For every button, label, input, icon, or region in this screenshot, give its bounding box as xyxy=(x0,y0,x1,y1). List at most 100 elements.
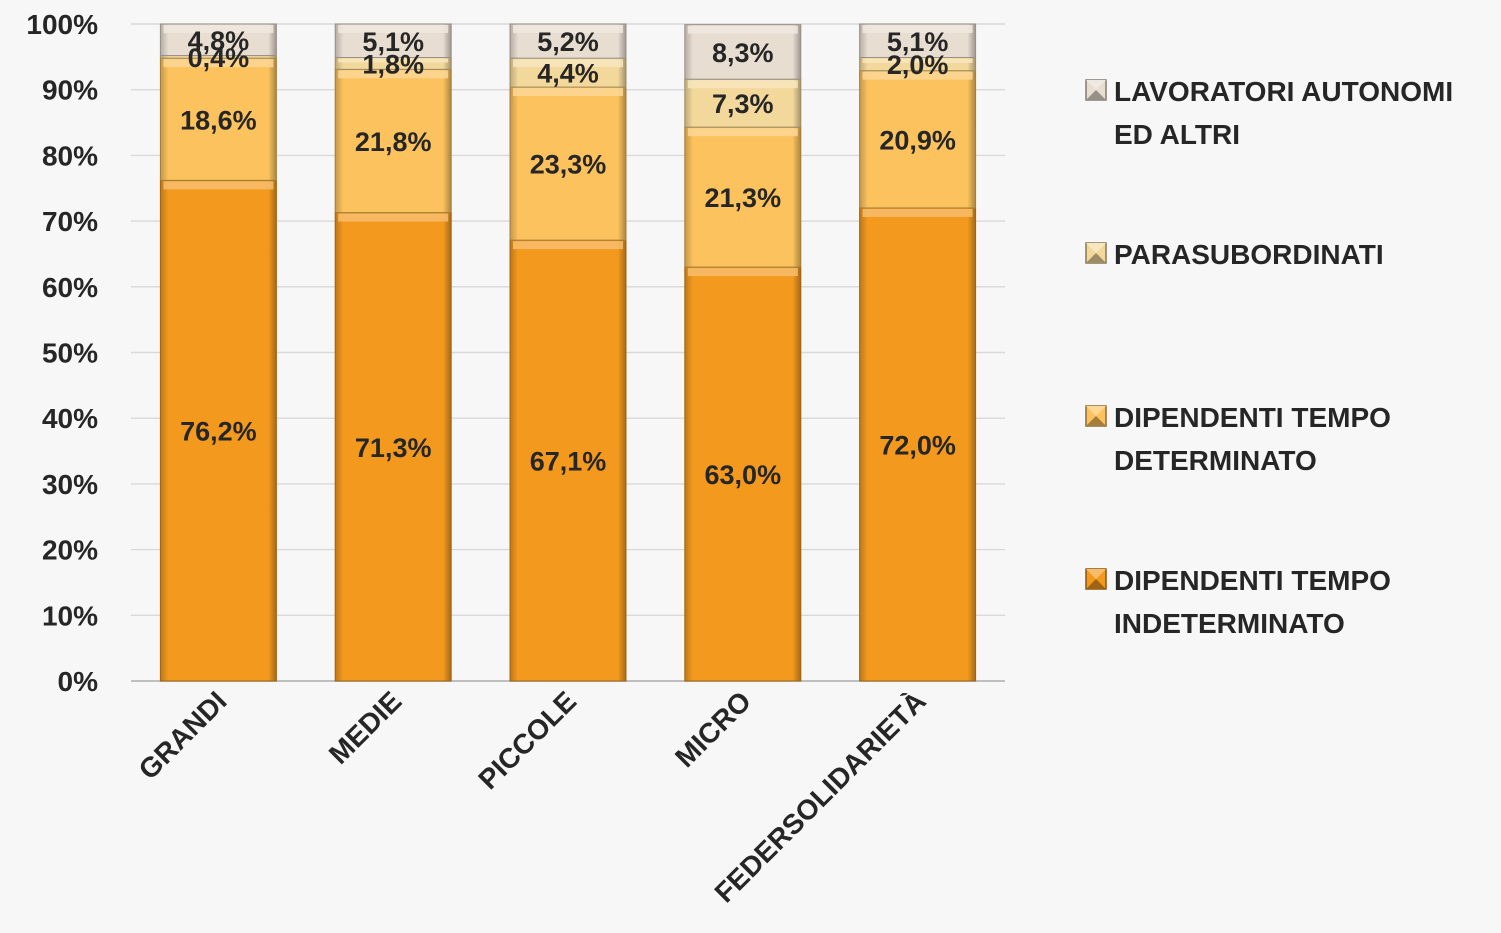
bar-segment-fill xyxy=(509,86,627,241)
bar-segment-fill xyxy=(684,24,802,80)
bar-segment xyxy=(859,70,977,209)
bar-segment-highlight xyxy=(338,70,449,79)
bar-segment-highlight xyxy=(862,208,973,217)
bar-segment-fill xyxy=(859,207,977,682)
data-label: 18,6% xyxy=(180,105,257,135)
bar-segment xyxy=(159,57,277,181)
data-label: 1,8% xyxy=(362,49,424,79)
legend-item: LAVORATORI AUTONOMI ED ALTRI xyxy=(1085,76,1453,150)
bar-segment-highlight xyxy=(687,80,798,89)
data-label: 4,4% xyxy=(537,59,599,89)
data-label: 21,3% xyxy=(705,183,782,213)
y-tick-label: 50% xyxy=(42,338,98,369)
legend-item: DIPENDENTI TEMPO INDETERMINATO xyxy=(1085,565,1391,639)
bar-segment xyxy=(509,239,627,682)
data-label: 5,1% xyxy=(887,27,949,57)
bar-segment xyxy=(684,24,802,80)
legend-item: DIPENDENTI TEMPO DETERMINATO xyxy=(1085,402,1391,476)
bars-layer xyxy=(159,23,977,682)
x-tick-label: MICRO xyxy=(669,685,757,773)
y-tick-label: 80% xyxy=(42,140,98,171)
data-label: 4,8% xyxy=(188,26,250,56)
bar-segment-highlight xyxy=(862,25,973,33)
bar-segment xyxy=(509,57,627,88)
bar-segment-fill xyxy=(334,68,452,214)
bar-segment xyxy=(509,23,627,59)
bar-segment-fill xyxy=(684,266,802,682)
data-label: 5,1% xyxy=(362,27,424,57)
bar-segment-highlight xyxy=(513,88,623,97)
bar-segment-highlight xyxy=(338,25,449,33)
data-label: 0,4% xyxy=(188,43,250,73)
bar-segment-fill xyxy=(159,57,277,181)
y-tick-label: 10% xyxy=(42,600,98,631)
bar-segment xyxy=(159,179,277,682)
y-tick-label: 20% xyxy=(42,535,98,566)
y-tick-label: 90% xyxy=(42,75,98,106)
bar-segment xyxy=(859,207,977,682)
bar-segment-highlight xyxy=(513,59,623,68)
bar-segment-highlight xyxy=(862,58,973,63)
data-label: 8,3% xyxy=(712,38,774,68)
data-label: 72,0% xyxy=(879,430,956,460)
bar-segment-fill xyxy=(509,239,627,682)
x-tick-label: MEDIE xyxy=(323,685,408,770)
legend-swatch-shadow xyxy=(1086,253,1106,263)
bar-segment xyxy=(159,23,277,57)
legend-label: PARASUBORDINATI xyxy=(1114,239,1384,270)
y-tick-label: 70% xyxy=(42,206,98,237)
legend-label: DIPENDENTI TEMPO xyxy=(1114,565,1391,596)
bar-segment xyxy=(509,86,627,241)
y-tick-label: 0% xyxy=(58,666,99,697)
x-tick-label: PICCOLE xyxy=(472,685,582,795)
data-label: 76,2% xyxy=(180,417,257,447)
data-label: 5,2% xyxy=(537,27,599,57)
data-label: 7,3% xyxy=(712,89,774,119)
data-label: 23,3% xyxy=(530,150,607,180)
bar-segment-highlight xyxy=(862,71,973,80)
data-label: 2,0% xyxy=(887,50,949,80)
bar-segment xyxy=(334,68,452,214)
y-tick-label: 40% xyxy=(42,403,98,434)
legend-label: LAVORATORI AUTONOMI xyxy=(1114,76,1453,107)
bar-segment-highlight xyxy=(687,25,798,34)
bar-segment-highlight xyxy=(163,59,274,68)
bar-segment xyxy=(684,266,802,682)
bar-segment xyxy=(684,126,802,268)
legend-label: INDETERMINATO xyxy=(1114,608,1345,639)
bar-segment-highlight xyxy=(687,128,798,137)
bar-segment xyxy=(859,23,977,59)
legend-swatch-shadow xyxy=(1086,90,1106,100)
data-label: 67,1% xyxy=(530,447,607,477)
bar-segment-highlight xyxy=(163,25,274,33)
data-labels-layer: 76,2%18,6%0,4%4,8%71,3%21,8%1,8%5,1%67,1… xyxy=(180,26,956,490)
bar-segment-fill xyxy=(684,126,802,268)
bar-segment-fill xyxy=(159,179,277,682)
legend-label: DIPENDENTI TEMPO xyxy=(1114,402,1391,433)
legend: LAVORATORI AUTONOMI ED ALTRI PARASUBORDINA… xyxy=(1085,76,1453,639)
legend-swatch-bevel xyxy=(1086,80,1106,90)
bar-segment-highlight xyxy=(163,181,274,190)
bar-segment-highlight xyxy=(513,25,623,33)
legend-swatch-bevel xyxy=(1086,243,1106,253)
data-label: 63,0% xyxy=(705,460,782,490)
bar-segment-highlight xyxy=(513,241,623,250)
data-label: 21,8% xyxy=(355,127,432,157)
data-label: 71,3% xyxy=(355,433,432,463)
bar-segment xyxy=(334,23,452,59)
legend-swatch-bevel xyxy=(1086,406,1106,416)
y-tick-label: 60% xyxy=(42,272,98,303)
legend-swatch-shadow xyxy=(1086,579,1106,589)
bar-segment-highlight xyxy=(687,268,798,277)
legend-label: ED ALTRI xyxy=(1114,119,1240,150)
y-tick-label: 30% xyxy=(42,469,98,500)
legend-swatch-bevel xyxy=(1086,569,1106,579)
bar-segment-highlight xyxy=(338,213,449,222)
data-label: 20,9% xyxy=(879,125,956,155)
bar-segment-highlight xyxy=(338,58,449,63)
y-tick-label: 100% xyxy=(26,9,98,40)
legend-swatch-shadow xyxy=(1086,416,1106,426)
x-tick-label: GRANDI xyxy=(133,685,233,785)
